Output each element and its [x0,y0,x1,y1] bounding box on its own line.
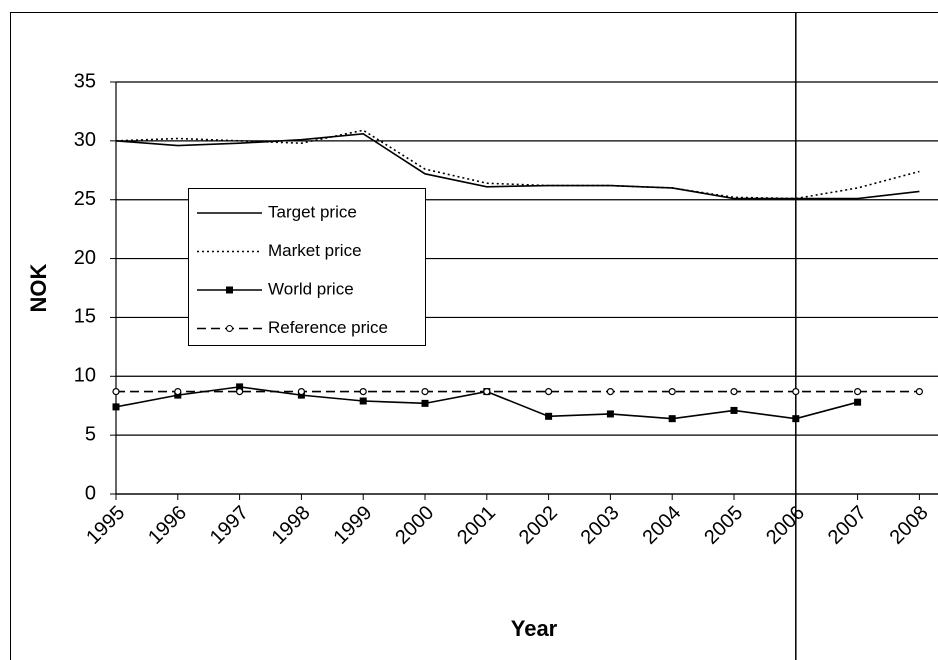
x-tick-label: 2007 [824,502,871,549]
marker [236,387,244,396]
marker [421,387,429,396]
x-tick-label: 2002 [515,502,562,549]
legend-marker [226,286,233,294]
y-tick-label: 0 [85,482,96,504]
series-line [115,129,920,200]
marker [359,397,367,405]
y-tick-label: 25 [74,188,96,210]
x-tick-label: 1998 [268,502,315,549]
y-tick-label: 30 [74,129,96,151]
y-tick-label: 5 [85,423,96,445]
marker [915,387,924,396]
marker [483,387,491,396]
x-axis-title: Year [511,616,558,641]
x-tick-label: 1997 [206,502,253,549]
chart-border [10,12,938,660]
x-tick-label: 2004 [638,502,685,549]
legend-label: Reference price [268,318,388,337]
x-tick-label: 2001 [453,502,500,549]
marker [421,399,429,407]
legend-marker [226,325,233,332]
marker [792,387,800,396]
marker [854,398,862,406]
marker [112,403,120,411]
marker [606,387,615,396]
legend-label: Target price [268,202,357,221]
marker [668,387,676,396]
marker [174,387,182,396]
series-line [115,132,920,200]
x-tick-label: 2000 [391,502,438,549]
marker [359,387,367,396]
legend-label: World price [268,279,354,298]
marker [730,387,738,396]
marker [297,387,305,396]
marker [792,415,800,423]
y-tick-label: 10 [74,365,96,387]
marker [668,415,676,423]
y-tick-label: 35 [74,70,96,92]
marker [112,387,120,396]
x-tick-label: 2006 [762,502,809,549]
x-tick-label: 2003 [577,502,624,549]
x-tick-label: 1996 [144,502,191,549]
x-tick-label: 1999 [329,502,376,549]
legend-label: Market price [268,241,362,260]
marker [236,383,244,391]
x-tick-label: 2008 [886,502,933,549]
marker [544,387,553,396]
x-tick-label: 2005 [700,502,747,549]
marker [730,406,738,414]
legend: Target price Market price World price Refer… [188,188,426,346]
y-tick-label: 20 [74,247,96,269]
x-tick-label: 1995 [82,502,129,549]
legend-box [188,188,426,346]
marker [545,412,553,420]
marker [606,410,614,418]
marker [853,387,862,396]
y-tick-label: 15 [74,306,96,328]
y-axis-title: NOK [26,263,51,312]
